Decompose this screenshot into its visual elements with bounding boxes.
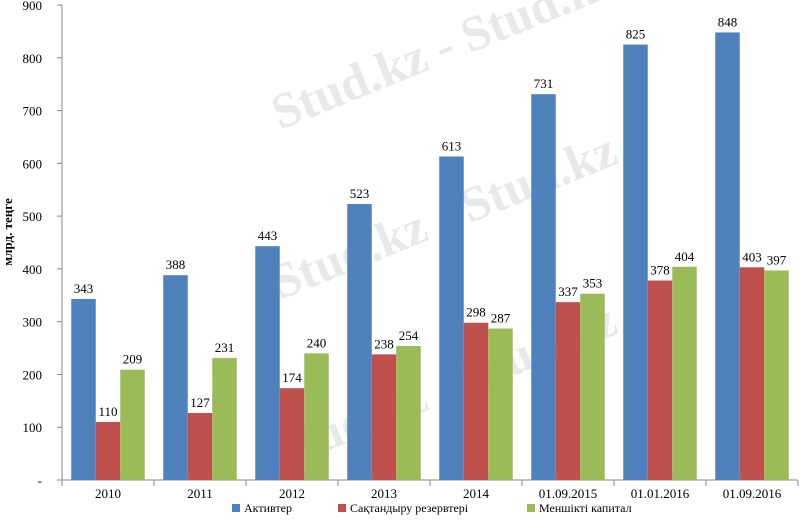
bar (623, 44, 648, 480)
bar (715, 32, 740, 480)
legend: Активтер Сақтандыру резервтері Меншікті ка… (232, 501, 632, 515)
legend-label: Меншікті капитал (539, 501, 632, 515)
data-label: 231 (215, 340, 235, 355)
bar (255, 246, 280, 480)
bar (531, 94, 556, 480)
bar (187, 412, 213, 480)
data-label: 209 (123, 352, 143, 367)
y-tick-label: 400 (23, 262, 43, 277)
x-tick-label: 01.09.2015 (539, 486, 598, 501)
bar (764, 270, 789, 480)
data-label: 238 (374, 336, 394, 351)
data-label: 613 (442, 138, 462, 153)
x-tick-label: 2012 (279, 486, 305, 501)
bar (163, 275, 188, 480)
data-label: 254 (399, 328, 419, 343)
data-label: 287 (491, 311, 511, 326)
x-tick-label: 2013 (371, 486, 397, 501)
legend-label: Сақтандыру резервтері (350, 501, 469, 515)
bar (555, 302, 581, 480)
data-label: 127 (190, 395, 210, 410)
bar (580, 293, 605, 480)
legend-swatch (527, 504, 535, 512)
y-tick-label: 300 (23, 315, 43, 330)
bar (71, 298, 96, 480)
bar (396, 345, 421, 480)
data-label: 298 (466, 305, 486, 320)
x-tick-label: 01.09.2016 (723, 486, 782, 501)
x-tick-label: 01.01.2016 (631, 486, 690, 501)
bar (647, 280, 673, 480)
bar (463, 322, 489, 480)
data-label: 403 (742, 249, 762, 264)
data-label: 397 (767, 252, 787, 267)
y-axis-title: млрд. теңге (0, 198, 15, 266)
data-label: 388 (166, 257, 186, 272)
watermark-text: Stud.kz - Stud.kz (263, 0, 624, 140)
y-tick-label: - (38, 473, 42, 488)
bar (95, 421, 121, 480)
data-label: 523 (350, 186, 370, 201)
legend-label: Активтер (244, 501, 292, 515)
y-tick-label: 600 (23, 156, 43, 171)
bar (672, 266, 697, 480)
legend-swatch (338, 504, 346, 512)
y-tick-label: 900 (23, 0, 43, 13)
bar (739, 267, 765, 480)
x-tick-label: 2010 (95, 486, 121, 501)
data-label: 337 (558, 284, 578, 299)
data-label: 848 (718, 14, 738, 29)
y-tick-label: 500 (23, 209, 43, 224)
legend-swatch (232, 504, 240, 512)
x-tick-label: 2014 (463, 486, 490, 501)
bar (347, 203, 372, 480)
bar (371, 354, 397, 480)
data-label: 174 (282, 370, 302, 385)
data-label: 378 (650, 263, 670, 278)
data-label: 343 (74, 281, 94, 296)
bar (279, 388, 305, 480)
data-label: 353 (583, 276, 603, 291)
data-label: 240 (307, 335, 327, 350)
data-label: 110 (98, 404, 117, 419)
data-label: 404 (675, 249, 695, 264)
data-label: 825 (626, 27, 646, 42)
data-label: 731 (534, 76, 554, 91)
data-label: 443 (258, 228, 278, 243)
bar (120, 369, 145, 480)
bar (488, 328, 513, 480)
bar (304, 353, 329, 480)
y-tick-label: 800 (23, 51, 43, 66)
y-tick-label: 700 (23, 104, 43, 119)
bar (212, 358, 237, 480)
y-tick-label: 200 (23, 367, 43, 382)
y-tick-label: 100 (23, 420, 43, 435)
x-tick-label: 2011 (187, 486, 213, 501)
bar (439, 156, 464, 480)
bars-layer: 343 110 209 388 127 231 443 174 240 523 238 254 613 2… (71, 14, 789, 480)
